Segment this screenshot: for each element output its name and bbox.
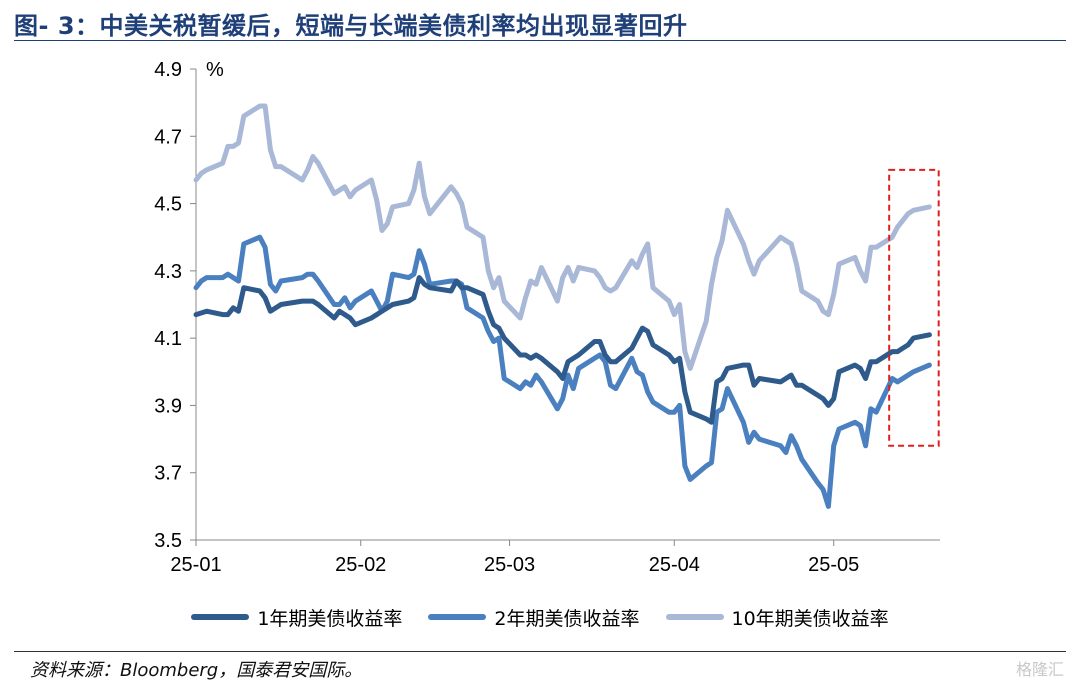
- legend-item-3: 10年期美债收益率: [665, 604, 889, 631]
- legend-label: 1年期美债收益率: [257, 607, 403, 630]
- legend-swatch: [191, 614, 250, 620]
- legend-item-1: 1年期美债收益率: [191, 604, 402, 631]
- y-tick-label: 3.7: [154, 463, 182, 485]
- y-tick-label: 3.9: [154, 395, 182, 417]
- y-tick-label: 4.7: [154, 126, 182, 148]
- line-chart: 4.94.74.54.34.13.93.73.5% 25-01 25-02 25-0…: [154, 59, 940, 576]
- x-tick-label: 25-01: [170, 554, 221, 576]
- y-tick-label: 4.9: [154, 59, 182, 81]
- y-axis: 4.9 4.7 4.5 4.3 4.1 3.9 3.7 3.5%: [154, 59, 224, 552]
- series-layer: [193, 103, 932, 509]
- highlight-box: [888, 168, 940, 447]
- series-line-1: [193, 275, 932, 425]
- source-note: 资料来源：Bloomberg，国泰君安国际。: [30, 660, 363, 681]
- x-axis: 25-01 25-02 25-03 25-04 25-05: [170, 539, 940, 576]
- legend-label: 10年期美债收益率: [731, 607, 889, 630]
- x-tick-label: 25-04: [649, 554, 700, 576]
- chart-legend: 1年期美债收益率 2年期美债收益率 10年期美债收益率: [0, 602, 1080, 632]
- y-unit-label: %: [206, 59, 224, 81]
- footer-rule: [14, 651, 1066, 652]
- y-tick-label: 3.5: [154, 530, 182, 552]
- series-line-3: [193, 103, 932, 371]
- legend-swatch: [428, 614, 487, 620]
- highlight-layer: [888, 168, 940, 447]
- figure-title: 图- 3：中美关税暂缓后，短端与长端美债利率均出现显著回升: [14, 12, 688, 40]
- legend-item-2: 2年期美债收益率: [428, 604, 640, 631]
- series-line-2: [193, 234, 932, 509]
- y-tick-label: 4.5: [154, 194, 182, 216]
- x-tick-label: 25-05: [808, 554, 859, 576]
- watermark-logo: 格隆汇: [1015, 660, 1064, 679]
- y-tick-label: 4.3: [154, 261, 182, 283]
- title-rule: [14, 40, 1066, 41]
- x-tick-label: 25-03: [484, 554, 535, 576]
- legend-label: 2年期美债收益率: [494, 607, 640, 630]
- y-tick-label: 4.1: [154, 328, 182, 350]
- x-tick-label: 25-02: [335, 554, 386, 576]
- legend-swatch: [665, 614, 724, 620]
